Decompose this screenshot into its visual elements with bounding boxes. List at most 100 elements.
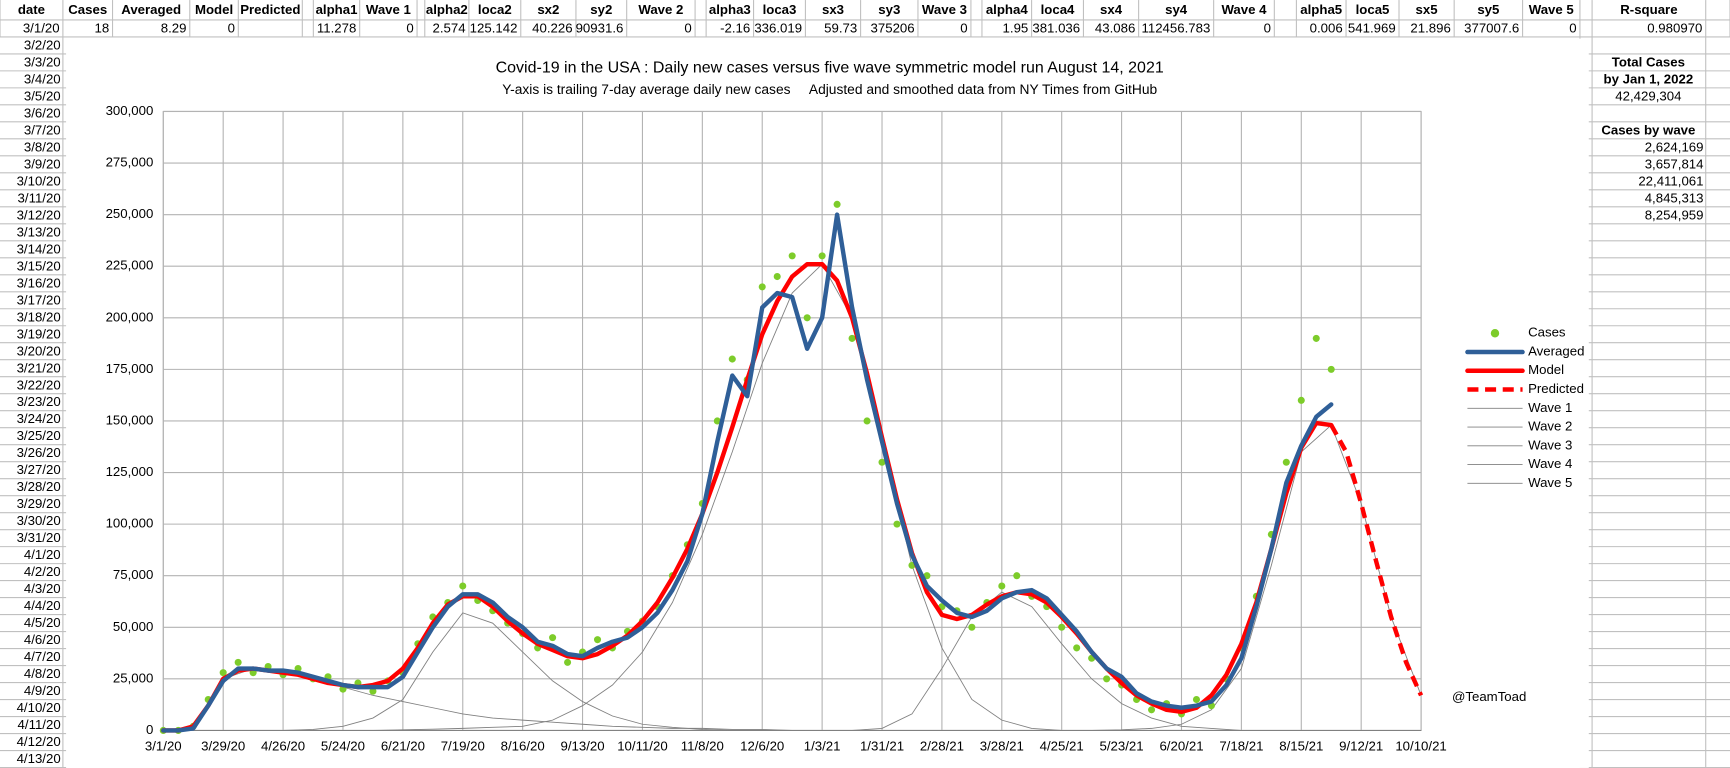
x-tick-label: 8/15/21	[1279, 738, 1323, 753]
column-header: loca4	[1041, 2, 1075, 17]
row-label: 4/9/20	[24, 683, 61, 698]
cell: 2.574	[433, 20, 466, 35]
cell: 125.142	[470, 20, 518, 35]
row-label: 4/13/20	[17, 751, 61, 766]
case-point	[728, 355, 736, 363]
row-label: 3/26/20	[17, 445, 61, 460]
row-label: 4/4/20	[24, 598, 61, 613]
y-tick-label: 175,000	[106, 361, 154, 376]
row-label: 4/11/20	[18, 717, 61, 732]
row-label: 4/12/20	[17, 734, 61, 749]
case-point	[968, 623, 976, 631]
column-header: loca2	[478, 2, 512, 17]
legend-label: Model	[1528, 362, 1564, 377]
row-label: 4/3/20	[24, 581, 61, 596]
cell: 0	[228, 20, 235, 35]
row-label: 3/12/20	[17, 207, 61, 222]
column-header: Model	[195, 2, 233, 17]
case-point	[833, 200, 841, 208]
chart-subtitle: Y-axis is trailing 7-day average daily n…	[502, 82, 1157, 97]
column-header: sx2	[537, 2, 559, 17]
row-label: 3/2/20	[24, 37, 61, 52]
cell: 0	[960, 20, 967, 35]
cell: 375206	[871, 20, 915, 35]
column-header: alpha5	[1300, 2, 1342, 17]
case-point	[1103, 675, 1111, 683]
row-label: 3/19/20	[17, 326, 61, 341]
legend-label: Wave 2	[1528, 419, 1572, 434]
x-tick-label: 3/28/21	[980, 738, 1024, 753]
case-point	[788, 252, 796, 260]
legend-label: Wave 1	[1528, 400, 1572, 415]
x-tick-label: 3/1/20	[145, 738, 182, 753]
panel-value: 8,254,959	[1645, 207, 1704, 222]
row-label: 3/8/20	[24, 139, 61, 154]
row-label: 3/25/20	[17, 428, 61, 443]
legend-label: Averaged	[1528, 344, 1584, 359]
column-header: sx4	[1100, 2, 1123, 17]
panel-value: 4,845,313	[1645, 190, 1704, 205]
row-label: 3/13/20	[17, 224, 61, 239]
x-tick-label: 11/8/20	[681, 738, 724, 753]
case-point	[593, 636, 602, 644]
panel-value: 3,657,814	[1645, 156, 1704, 171]
case-point	[549, 634, 557, 642]
column-header: Cases	[68, 2, 107, 17]
case-point	[1013, 572, 1021, 580]
cell: 0.980970	[1647, 20, 1702, 35]
case-point	[234, 658, 242, 666]
column-header: Wave 1	[366, 2, 411, 17]
x-tick-label: 6/21/20	[381, 738, 425, 753]
x-tick-label: 2/28/21	[920, 738, 964, 753]
legend-label: Wave 3	[1528, 437, 1572, 452]
row-label: 3/23/20	[17, 394, 61, 409]
row-label: 3/10/20	[17, 173, 61, 188]
y-tick-label: 50,000	[113, 619, 153, 634]
row-label: 4/8/20	[24, 666, 61, 681]
panel-heading: by Jan 1, 2022	[1604, 71, 1694, 86]
cell: 0	[684, 20, 691, 35]
row-label: 3/24/20	[17, 411, 61, 426]
case-point	[893, 520, 901, 528]
case-point	[998, 582, 1006, 590]
x-tick-label: 3/29/20	[201, 738, 245, 753]
y-tick-label: 75,000	[113, 567, 153, 582]
column-header: alpha2	[426, 2, 468, 17]
y-tick-label: 275,000	[106, 155, 154, 170]
x-tick-label: 9/13/20	[560, 738, 604, 753]
row-label: 3/7/20	[24, 122, 61, 137]
cell: 59.73	[824, 20, 857, 35]
row-label: 3/20/20	[17, 343, 61, 358]
row-label: 4/6/20	[24, 632, 61, 647]
row-label: 3/17/20	[17, 292, 61, 307]
series-line	[1329, 424, 1424, 697]
legend-label: Predicted	[1528, 381, 1584, 396]
annotation: @TeamToad	[1452, 689, 1526, 704]
panel-value: 42,429,304	[1615, 88, 1681, 103]
case-point	[219, 669, 227, 677]
legend-label: Cases	[1528, 325, 1566, 340]
row-label: 4/7/20	[24, 649, 61, 664]
cell: 381.036	[1032, 20, 1080, 35]
column-header: sy5	[1477, 2, 1499, 17]
row-label: 3/4/20	[24, 71, 61, 86]
cell: 8.29	[161, 20, 187, 35]
chart: Covid-19 in the USA : Daily new cases ve…	[106, 60, 1585, 754]
cell: 377007.6	[1464, 20, 1519, 35]
column-header: Predicted	[240, 2, 300, 17]
row-label: 3/14/20	[17, 241, 61, 256]
case-point	[1148, 706, 1156, 714]
x-tick-label: 5/24/20	[321, 738, 365, 753]
x-tick-label: 7/19/20	[441, 738, 485, 753]
row-label: 3/11/20	[18, 190, 61, 205]
cell: 112456.783	[1141, 20, 1210, 35]
case-point	[1058, 623, 1066, 631]
cell: 11.278	[317, 20, 356, 35]
y-tick-label: 0	[146, 722, 153, 737]
x-tick-label: 1/31/21	[860, 738, 904, 753]
case-point	[459, 582, 467, 590]
case-point	[1073, 644, 1081, 652]
column-header: R-square	[1620, 2, 1677, 17]
y-tick-label: 200,000	[106, 309, 154, 324]
